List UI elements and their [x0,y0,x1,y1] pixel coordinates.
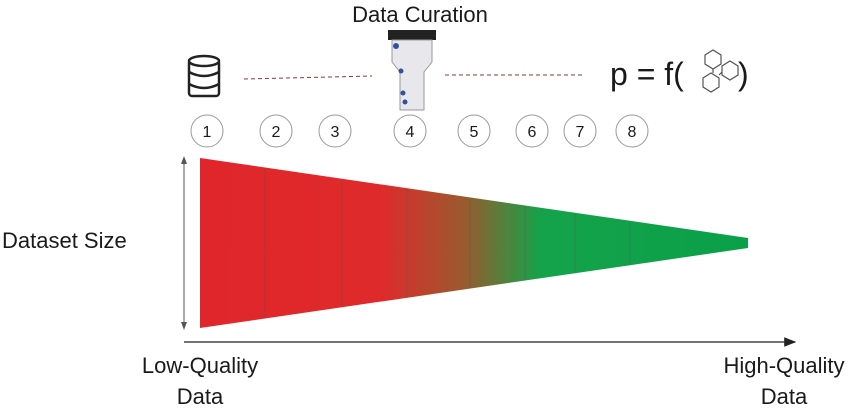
database-icon [187,54,221,98]
formula-prefix: p = f( [610,56,684,92]
step-circle [515,114,549,148]
step-number: 6 [528,124,537,141]
step-number: 4 [406,124,415,141]
y-label: Dataset Size [2,228,127,253]
step-number: 2 [272,124,281,141]
step-number: 1 [203,124,212,141]
x-left-label: Low-Quality [142,353,258,378]
molecule-icon [702,49,739,93]
funnel [200,158,748,328]
title: Data Curation [352,2,488,27]
x-right-label: High-Quality [723,353,844,378]
formula-suffix: ) [738,56,749,92]
dashed-connector [243,75,373,80]
step-circle [457,114,491,148]
step-number: 8 [628,124,637,141]
step-circle [615,114,649,148]
step-circle [563,114,597,148]
step-number: 3 [331,124,340,141]
step-number: 7 [576,124,585,141]
step-circle [318,114,352,148]
step-circle [393,114,427,148]
x-right-label: Data [761,384,808,409]
step-number: 5 [470,124,479,141]
filter-column-icon [388,30,436,111]
step-circle [190,114,224,148]
formula: p = f( ) [610,49,749,93]
funnel-dividers [264,168,631,318]
x-left-label: Data [177,384,224,409]
step-circle [259,114,293,148]
